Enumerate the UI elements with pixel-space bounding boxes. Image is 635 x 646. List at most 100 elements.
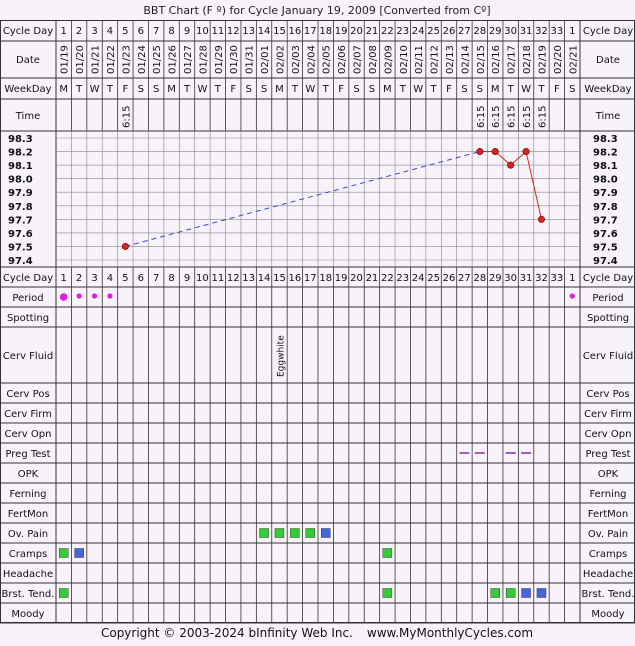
cycle-day-num: 3 — [91, 26, 97, 37]
date-label-cell: 01/28 — [198, 45, 209, 74]
y-tick-left: 97.6 — [8, 229, 33, 240]
weekday-cell: W — [90, 84, 100, 95]
weekday-cell: T — [214, 84, 222, 95]
date-label-cell: 02/05 — [322, 45, 333, 74]
date-label-cell: 01/21 — [91, 45, 102, 74]
cramps-mark-green — [382, 548, 393, 558]
brst-tend-mark-blue — [521, 588, 531, 598]
y-tick-left: 97.7 — [8, 215, 33, 226]
temp-point — [491, 148, 499, 156]
cycle-day-num: 31 — [520, 26, 533, 37]
cycle-day-num: 32 — [535, 26, 548, 37]
cycle-day-num: 18 — [319, 26, 332, 37]
date-label-cell: 02/18 — [522, 45, 533, 74]
cycle-day-label-right: Cycle Day — [583, 26, 633, 37]
date-label-cell: 02/16 — [491, 45, 502, 74]
date-label-cell: 01/29 — [214, 45, 225, 74]
cycle-day-num: 12 — [227, 26, 240, 37]
date-label-cell: 02/21 — [568, 45, 579, 74]
cerv-firm-label-left: Cerv Firm — [4, 409, 52, 420]
temp-line — [525, 151, 542, 220]
date-label-right: Date — [596, 55, 620, 66]
cycle-day-num-2: 21 — [366, 273, 379, 284]
weekday-cell: S — [477, 84, 483, 95]
cerv-pos-label-left: Cerv Pos — [6, 389, 49, 400]
temp-point — [522, 148, 530, 156]
date-label-cell: 02/08 — [368, 45, 379, 74]
date-label-cell: 02/06 — [337, 45, 348, 74]
cycle-day-num: 26 — [443, 26, 456, 37]
cycle-day-num: 10 — [196, 26, 209, 37]
cycle-day-num: 22 — [381, 26, 394, 37]
date-label-cell: 01/26 — [168, 45, 179, 74]
date-label-cell: 01/24 — [137, 45, 148, 74]
period-mark — [76, 293, 82, 299]
cycle-day-num: 23 — [396, 26, 409, 37]
weekday-cell: T — [183, 84, 191, 95]
time-cell: 6:15 — [507, 106, 518, 128]
cycle-day-num-2: 6 — [138, 273, 144, 284]
period-mark — [59, 293, 68, 301]
cycle-day-num: 19 — [335, 26, 348, 37]
spotting-label-right: Spotting — [587, 313, 629, 324]
cycle-day-num: 5 — [122, 26, 128, 37]
cycle-day-num: 33 — [551, 26, 564, 37]
cycle-day-num-2: 20 — [350, 273, 363, 284]
cycle-day-num-2: 5 — [122, 273, 128, 284]
y-tick-left: 97.9 — [8, 188, 33, 199]
cycle-day-num-2: 31 — [520, 273, 533, 284]
ov-pain-label-left: Ov. Pain — [8, 529, 48, 540]
headache-label-right: Headache — [583, 569, 633, 580]
brst-tend-mark-green — [505, 588, 516, 598]
cycle-day-num: 2 — [76, 26, 82, 37]
cycle-day-num: 25 — [427, 26, 440, 37]
temp-point — [476, 148, 484, 156]
cycle-day-num-2: 9 — [184, 273, 190, 284]
cycle-day-label-2-left: Cycle Day — [3, 273, 53, 284]
moody-label-left: Moody — [11, 609, 44, 620]
cycle-day-label-2-right: Cycle Day — [583, 273, 633, 284]
date-label-cell: 01/27 — [183, 45, 194, 74]
brst-tend-mark-green — [382, 588, 393, 598]
cycle-day-num: 13 — [242, 26, 255, 37]
y-tick-right: 97.8 — [593, 202, 618, 213]
fertmon-label-left: FertMon — [8, 509, 48, 520]
cycle-day-num-2: 7 — [153, 273, 159, 284]
temp-point — [121, 242, 129, 250]
cycle-day-num-2: 29 — [489, 273, 502, 284]
footer-copyright: Copyright © 2003-2024 bInfinity Web Inc. — [101, 626, 353, 640]
date-label-cell: 01/25 — [152, 45, 163, 74]
weekday-cell: W — [521, 84, 531, 95]
date-label-cell: 02/10 — [399, 45, 410, 74]
weekday-cell: W — [305, 84, 315, 95]
weekday-cell: W — [197, 84, 207, 95]
cerv-fluid-label-left: Cerv Fluid — [3, 351, 53, 362]
cycle-day-num-2: 11 — [211, 273, 224, 284]
date-label-cell: 02/19 — [537, 45, 548, 74]
spotting-label-left: Spotting — [7, 313, 49, 324]
y-tick-right: 97.5 — [593, 242, 618, 253]
date-label-cell: 02/04 — [306, 45, 317, 74]
weekday-cell: M — [59, 84, 68, 95]
weekday-cell: F — [230, 84, 236, 95]
y-tick-right: 98.3 — [593, 134, 618, 145]
footer: Copyright © 2003-2024 bInfinity Web Inc.… — [101, 626, 533, 640]
brst-tend-mark-green — [490, 588, 500, 598]
weekday-cell: S — [569, 84, 575, 95]
cycle-day-num-2: 27 — [458, 273, 471, 284]
cycle-day-num-2: 12 — [227, 273, 240, 284]
weekday-cell: M — [491, 84, 500, 95]
weekday-cell: W — [413, 84, 423, 95]
weekday-cell: T — [291, 84, 299, 95]
cycle-day-num: 7 — [153, 26, 159, 37]
time-cell: 6:15 — [537, 106, 548, 128]
headache-label-left: Headache — [3, 569, 53, 580]
weekday-cell: S — [153, 84, 159, 95]
date-label-cell: 02/07 — [353, 45, 364, 74]
ov-pain-label-right: Ov. Pain — [588, 529, 628, 540]
date-label-cell: 02/13 — [445, 45, 456, 74]
period-label-left: Period — [12, 293, 43, 304]
date-label-cell: 02/17 — [507, 45, 518, 74]
cycle-day-num-2: 16 — [289, 273, 302, 284]
date-label-cell: 02/20 — [553, 45, 564, 74]
